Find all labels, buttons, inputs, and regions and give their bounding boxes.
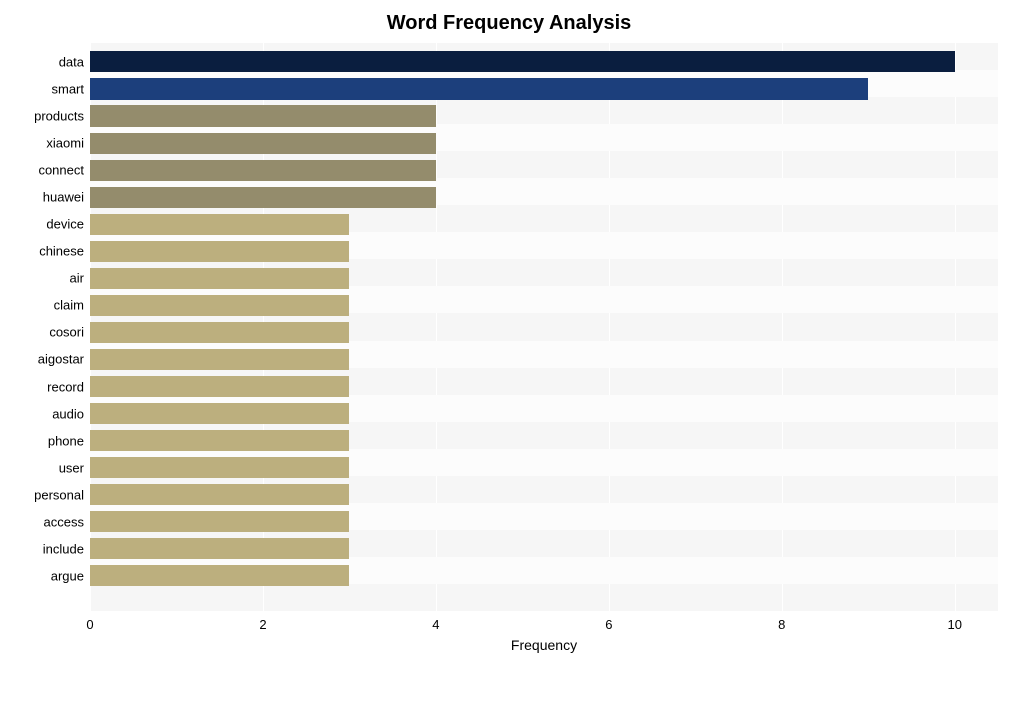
bar <box>90 295 349 316</box>
bar <box>90 538 349 559</box>
x-tick-label: 8 <box>778 617 785 632</box>
y-tick-label: user <box>59 460 84 475</box>
bar <box>90 187 436 208</box>
y-tick-label: device <box>46 217 84 232</box>
y-tick-label: argue <box>51 568 84 583</box>
y-tick-label: xiaomi <box>46 136 84 151</box>
x-tick-label: 4 <box>432 617 439 632</box>
x-tick-label: 6 <box>605 617 612 632</box>
bar <box>90 484 349 505</box>
y-tick-label: record <box>47 379 84 394</box>
y-tick-label: aigostar <box>38 352 84 367</box>
bar <box>90 268 349 289</box>
bar <box>90 565 349 586</box>
bar <box>90 241 349 262</box>
y-tick-label: phone <box>48 433 84 448</box>
bar <box>90 457 349 478</box>
x-tick-label: 10 <box>948 617 962 632</box>
y-tick-label: access <box>44 514 84 529</box>
y-tick-label: chinese <box>39 244 84 259</box>
bar <box>90 51 955 72</box>
bar <box>90 133 436 154</box>
x-tick-label: 0 <box>86 617 93 632</box>
bar <box>90 322 349 343</box>
bar <box>90 160 436 181</box>
y-tick-label: huawei <box>43 190 84 205</box>
x-axis-label: Frequency <box>511 637 577 653</box>
chart-title: Word Frequency Analysis <box>10 8 1008 43</box>
y-tick-label: connect <box>38 163 84 178</box>
y-tick-label: include <box>43 541 84 556</box>
bar <box>90 78 868 99</box>
bar <box>90 349 349 370</box>
plot-area: Frequency 0246810datasmartproductsxiaomi… <box>90 43 998 653</box>
bar <box>90 376 349 397</box>
y-tick-label: cosori <box>49 325 84 340</box>
bar <box>90 403 349 424</box>
x-tick-label: 2 <box>259 617 266 632</box>
y-tick-label: air <box>70 271 84 286</box>
y-tick-label: personal <box>34 487 84 502</box>
bar <box>90 105 436 126</box>
y-tick-label: audio <box>52 406 84 421</box>
bar <box>90 511 349 532</box>
chart-container: Word Frequency Analysis Frequency 0 2 4 6 8 1… <box>0 0 1018 701</box>
y-tick-label: data <box>59 54 84 69</box>
y-tick-label: smart <box>52 81 85 96</box>
y-tick-label: claim <box>54 298 84 313</box>
bar <box>90 430 349 451</box>
bar <box>90 214 349 235</box>
y-tick-label: products <box>34 109 84 124</box>
